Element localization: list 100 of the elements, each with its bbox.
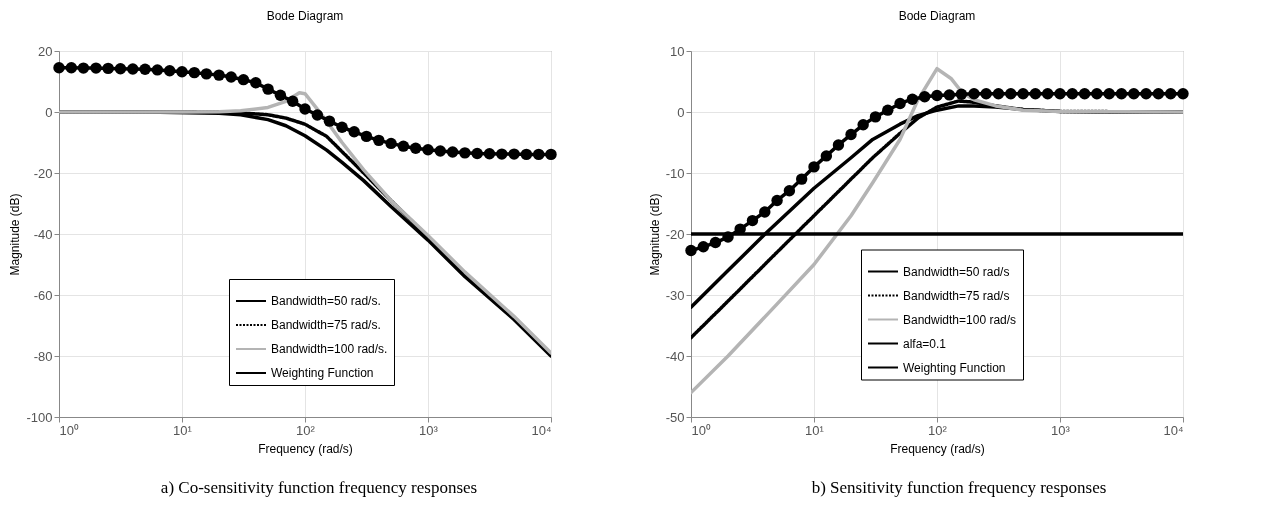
point (311, 109, 324, 121)
point (1140, 88, 1152, 100)
point (722, 231, 734, 243)
y-tick-label: -60 (33, 287, 53, 303)
point (1041, 88, 1054, 100)
point (151, 64, 164, 76)
y-tick-label: -100 (26, 409, 53, 425)
point (869, 111, 882, 123)
point (857, 119, 869, 131)
point (274, 89, 287, 101)
point (955, 88, 968, 100)
point (163, 65, 176, 77)
x-tick-label: 10³ (1051, 422, 1071, 438)
point (943, 89, 956, 101)
point (65, 62, 78, 74)
point (894, 97, 906, 110)
legend-label: Bandwidth=100 rad/s. (271, 342, 388, 356)
x-tick-label: 10² (296, 422, 316, 438)
point (53, 62, 65, 74)
point (434, 145, 446, 157)
point (360, 130, 373, 143)
y-axis-title: Magnitude (dB) (647, 193, 662, 276)
x-tick-label: 10⁴ (531, 422, 552, 438)
point (200, 68, 213, 80)
point (832, 139, 845, 151)
point (759, 206, 771, 218)
point (1177, 88, 1189, 100)
point (968, 88, 980, 100)
point (685, 244, 697, 257)
point (483, 148, 496, 160)
legend-label: Bandwidth=75 rad/s (903, 288, 1010, 303)
x-tick-label: 10² (928, 422, 948, 438)
point (882, 104, 894, 116)
point (1005, 88, 1017, 100)
x-tick-label: 10⁰ (59, 422, 79, 438)
point (348, 126, 360, 138)
point (697, 241, 710, 253)
point (918, 91, 931, 103)
point (102, 62, 114, 75)
point (225, 71, 237, 83)
point (77, 62, 90, 74)
point (992, 88, 1005, 100)
point (1017, 88, 1029, 100)
point (1078, 88, 1091, 100)
y-tick-label: -50 (665, 409, 685, 425)
x-tick-label: 10¹ (173, 422, 193, 438)
point (980, 88, 992, 100)
point (808, 161, 820, 173)
text: b) Sensitivity function frequency responses (810, 478, 1108, 498)
y-tick-label: 20 (38, 43, 53, 59)
y-tick-label: -40 (33, 226, 53, 242)
legend-label: Bandwidth=75 rad/s. (271, 318, 381, 332)
point (1054, 88, 1066, 100)
point (820, 150, 833, 162)
x-axis-title: Frequency (rad/s) (890, 441, 985, 456)
legend-label: Bandwidth=100 rad/s (903, 312, 1017, 327)
point (795, 173, 808, 185)
legend-label: Bandwidth=50 rad/s (903, 264, 1010, 279)
point (1165, 88, 1177, 100)
point (262, 83, 274, 95)
legend-label: Bandwidth=50 rad/s. (271, 294, 381, 308)
y-tick-label: -20 (665, 226, 685, 242)
x-axis-title: Frequency (rad/s) (258, 441, 353, 456)
point (237, 73, 250, 86)
x-tick-label: 10¹ (805, 422, 825, 438)
point (783, 185, 796, 197)
point (373, 134, 385, 147)
point (520, 148, 533, 161)
y-tick-label: -80 (33, 348, 53, 364)
x-tick-label: 10⁴ (1163, 422, 1184, 438)
point (1128, 88, 1140, 100)
point (90, 62, 102, 74)
point (176, 66, 188, 78)
point (471, 147, 483, 160)
point (1115, 88, 1128, 100)
point (771, 194, 783, 207)
point (508, 148, 520, 160)
legend-label: Weighting Function (903, 360, 1006, 375)
point (459, 147, 471, 159)
chart-title: Bode Diagram (898, 9, 976, 23)
point (545, 148, 557, 161)
point (1091, 88, 1103, 100)
point (397, 140, 410, 152)
x-tick-label: 10³ (419, 422, 439, 438)
point (127, 63, 139, 75)
y-tick-label: 10 (670, 43, 685, 59)
point (250, 77, 262, 89)
point (114, 63, 127, 75)
x-tick-label: 10⁰ (691, 422, 711, 438)
y-tick-label: -20 (33, 165, 53, 181)
y-tick-label: 0 (45, 104, 53, 120)
y-tick-label: -40 (665, 348, 685, 364)
legend-label: Weighting Function (271, 366, 374, 380)
y-axis-title: Magnitude (dB) (8, 193, 23, 276)
point (1103, 88, 1115, 100)
point (746, 214, 759, 227)
point (533, 148, 545, 161)
point (496, 148, 508, 160)
point (336, 121, 348, 133)
point (286, 95, 299, 108)
